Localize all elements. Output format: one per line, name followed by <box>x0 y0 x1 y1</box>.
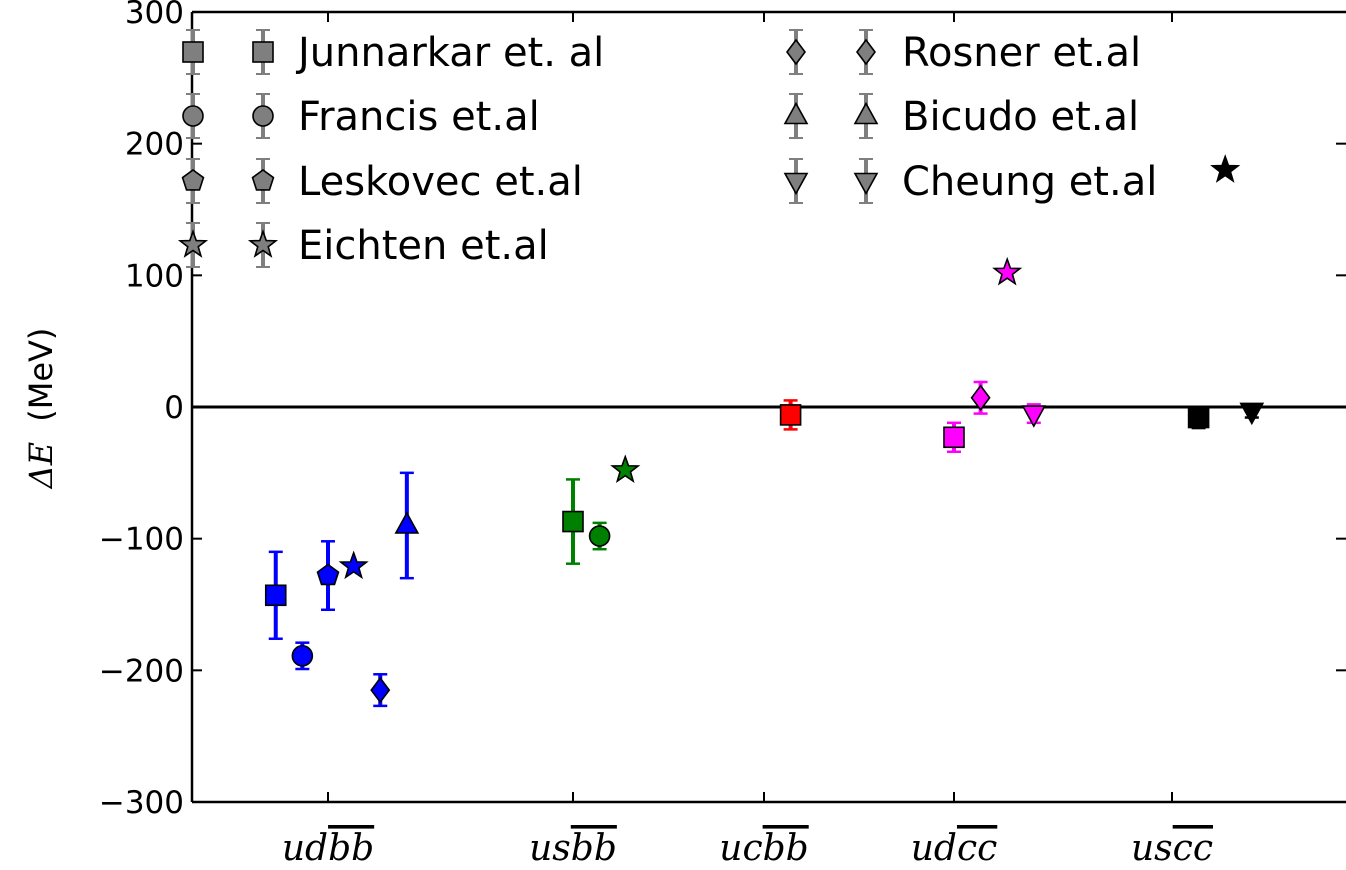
y-tick-label: 200 <box>125 127 184 163</box>
point-square-usbb <box>562 510 584 533</box>
y-axis-label: ΔE (MeV) <box>22 328 60 491</box>
point-diamond-udcc <box>970 384 991 412</box>
legend-marker-pentagon <box>181 169 205 191</box>
x-category-label-udbb: udbb <box>282 828 374 869</box>
legend-marker-diamond <box>856 38 876 66</box>
legend-marker-triangle-up <box>853 101 879 125</box>
legend-marker-pentagon <box>251 169 275 191</box>
legend-marker-diamond <box>786 38 806 66</box>
legend-label-triangle-down: Cheung et.al <box>902 159 1157 205</box>
legend-marker-triangle-down <box>783 172 809 196</box>
legend-marker-star <box>247 229 279 258</box>
y-tick-label: 100 <box>125 258 184 294</box>
x-category-label-usbb: usbb <box>529 828 617 869</box>
legend-label-diamond: Rosner et.al <box>902 30 1141 76</box>
legend-label-circle: Francis et.al <box>298 94 540 140</box>
y-tick-label: −300 <box>99 785 184 821</box>
legend-marker-square <box>252 41 274 63</box>
point-triangle-down-uscc <box>1239 402 1265 426</box>
point-circle-udbb <box>291 645 314 667</box>
point-square-ucbb <box>779 404 802 426</box>
point-pentagon-udbb <box>316 563 340 586</box>
y-axis-ticks: −300 −200 −100 0 100 200 300 <box>99 0 1346 821</box>
point-square-udbb <box>264 584 287 607</box>
legend-label-pentagon: Leskovec et.al <box>298 159 583 205</box>
point-square-uscc <box>1187 406 1210 429</box>
legend-marker-triangle-up <box>783 101 809 125</box>
point-star-usbb <box>610 454 641 484</box>
y-tick-label: 0 <box>164 390 184 426</box>
point-triangle-up-udbb <box>394 511 420 534</box>
y-axis-unit: (MeV) <box>22 328 60 422</box>
x-category-label-udcc: udcc <box>911 828 998 869</box>
y-axis-quantity: ΔE <box>22 442 60 490</box>
legend-label-star: Eichten et.al <box>298 223 549 269</box>
x-category-label-ucbb: ucbb <box>719 828 808 869</box>
legend-marker-triangle-down <box>853 172 879 196</box>
point-circle-usbb <box>588 525 611 547</box>
x-axis-categories: udbb usbb ucbb udcc uscc <box>282 12 1213 869</box>
point-star-udbb <box>338 550 369 580</box>
legend-label-triangle-up: Bicudo et.al <box>902 94 1139 140</box>
point-diamond-udbb <box>370 676 391 704</box>
data-points <box>264 154 1265 708</box>
legend-marker-circle <box>252 105 274 127</box>
legend: Junnarkar et. al Francis et.al Leskovec et… <box>177 29 1157 269</box>
legend-marker-circle <box>182 105 204 127</box>
y-tick-label: 300 <box>125 0 184 31</box>
legend-marker-square <box>182 41 204 63</box>
point-square-udcc <box>943 426 965 449</box>
point-triangle-down-udcc <box>1021 405 1047 428</box>
point-star-uscc <box>1210 154 1241 183</box>
point-star-udcc <box>992 256 1023 286</box>
legend-marker-star <box>177 229 209 258</box>
y-tick-label: −100 <box>99 522 184 558</box>
legend-label-square: Junnarkar et. al <box>295 30 604 76</box>
y-tick-label: −200 <box>99 653 184 689</box>
x-category-label-uscc: uscc <box>1131 828 1213 869</box>
